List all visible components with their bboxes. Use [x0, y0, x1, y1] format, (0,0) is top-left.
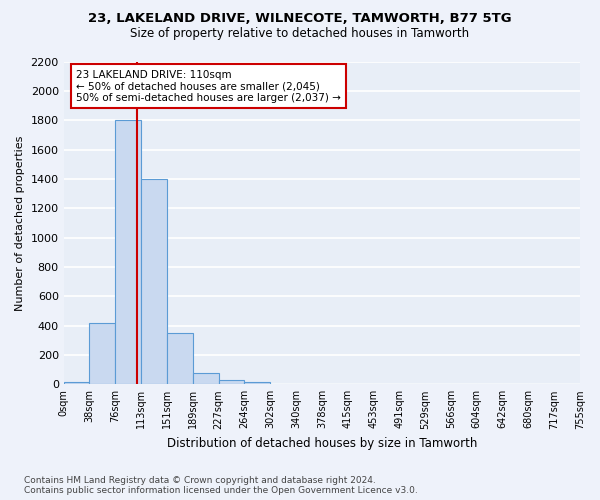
Text: Contains HM Land Registry data © Crown copyright and database right 2024.
Contai: Contains HM Land Registry data © Crown c…: [24, 476, 418, 495]
Bar: [115, 120, 141, 384]
Text: 23 LAKELAND DRIVE: 110sqm
← 50% of detached houses are smaller (2,045)
50% of se: 23 LAKELAND DRIVE: 110sqm ← 50% of detac…: [76, 70, 341, 103]
X-axis label: Distribution of detached houses by size in Tamworth: Distribution of detached houses by size …: [167, 437, 477, 450]
Bar: [167, 333, 193, 384]
Bar: [218, 380, 244, 384]
Text: 23, LAKELAND DRIVE, WILNECOTE, TAMWORTH, B77 5TG: 23, LAKELAND DRIVE, WILNECOTE, TAMWORTH,…: [88, 12, 512, 26]
Text: Size of property relative to detached houses in Tamworth: Size of property relative to detached ho…: [130, 28, 470, 40]
Bar: [193, 372, 218, 384]
Bar: [141, 179, 167, 384]
Bar: [64, 382, 89, 384]
Y-axis label: Number of detached properties: Number of detached properties: [15, 135, 25, 310]
Bar: [244, 382, 270, 384]
Bar: [89, 322, 115, 384]
